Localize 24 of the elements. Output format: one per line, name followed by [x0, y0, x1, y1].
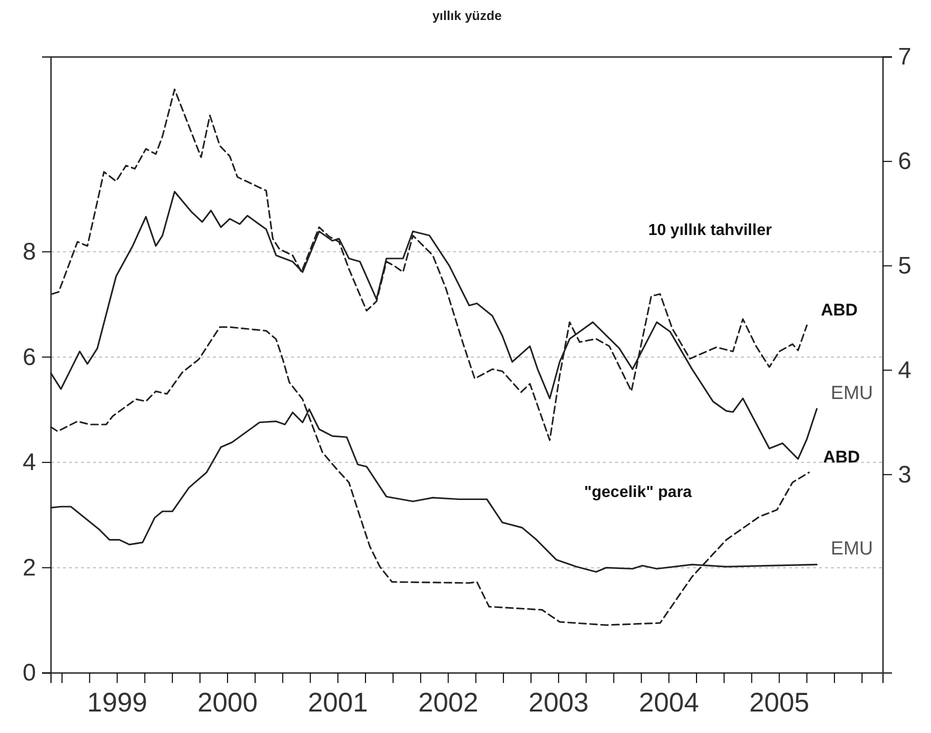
y-tick-label: 6	[22, 344, 36, 371]
x-tick-label: 2005	[749, 687, 810, 718]
y2-tick-label: 5	[898, 252, 912, 280]
y-tick-label: 8	[22, 238, 36, 266]
x-tick-label: 2003	[528, 687, 589, 718]
annotation: 10 yıllık tahviller	[648, 222, 772, 239]
series-label: ABD	[823, 447, 860, 466]
series-label: ABD	[820, 300, 858, 320]
x-tick-label: 1999	[87, 687, 148, 718]
y-tick-label: 4	[22, 449, 36, 476]
annotation: "gecelik" para	[584, 484, 692, 501]
x-tick-label: 2002	[418, 687, 478, 718]
series-label: EMU	[830, 538, 874, 560]
series-label: EMU	[830, 382, 874, 404]
x-tick-label: 2001	[308, 687, 368, 718]
chart-title: yıllık yüzde	[432, 8, 502, 23]
y2-tick-label: 6	[898, 148, 912, 176]
y-tick-label: 2	[22, 554, 36, 582]
y2-tick-label: 4	[898, 356, 912, 384]
x-tick-label: 2000	[198, 687, 258, 718]
y2-tick-label: 3	[898, 461, 912, 488]
x-tick-label: 2004	[638, 687, 699, 718]
y2-tick-label: 7	[898, 44, 912, 71]
y-tick-label: 0	[22, 660, 36, 687]
